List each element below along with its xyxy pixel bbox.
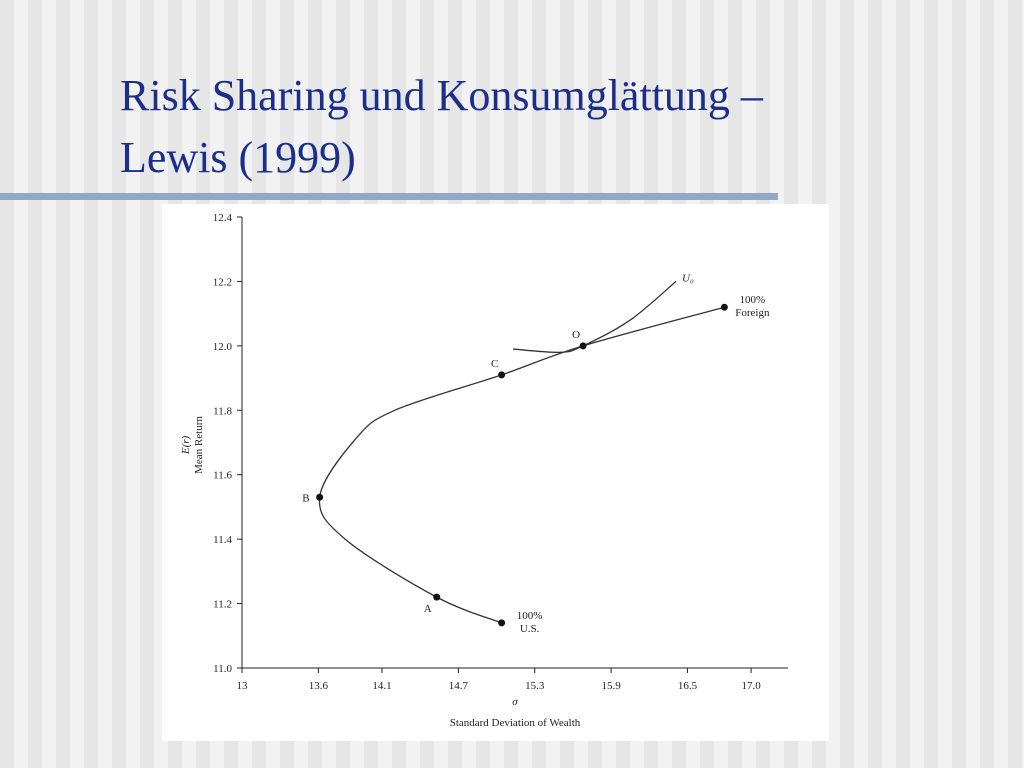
slide-title: Risk Sharing und Konsumglättung – bbox=[120, 71, 764, 120]
chart-area bbox=[162, 204, 829, 741]
title-rule bbox=[0, 193, 778, 200]
y-tick-label: 12.4 bbox=[213, 212, 233, 224]
x-tick-label: 13.6 bbox=[309, 680, 329, 692]
y-tick-label: 12.0 bbox=[213, 341, 233, 353]
y-tick-label: 11.6 bbox=[213, 470, 232, 482]
y-tick-label: 12.2 bbox=[213, 276, 232, 288]
point-label: 100% bbox=[740, 294, 766, 306]
curve-label: U₀ bbox=[682, 272, 694, 284]
y-tick-label: 11.2 bbox=[213, 599, 232, 611]
x-tick-label: 15.3 bbox=[525, 680, 545, 692]
y-axis-label: Mean Return bbox=[193, 416, 205, 474]
y-tick-label: 11.4 bbox=[213, 534, 232, 546]
slide-title: Lewis (1999) bbox=[120, 133, 356, 182]
point bbox=[579, 342, 587, 350]
x-axis-symbol: σ bbox=[512, 696, 518, 708]
x-tick-label: 16.5 bbox=[678, 680, 698, 692]
x-axis-label: Standard Deviation of Wealth bbox=[450, 717, 581, 729]
point bbox=[498, 371, 506, 379]
x-tick-label: 15.9 bbox=[601, 680, 621, 692]
point-label: A bbox=[424, 603, 432, 615]
point-label: O bbox=[572, 329, 580, 341]
point-label: B bbox=[302, 492, 309, 504]
y-tick-label: 11.8 bbox=[213, 405, 232, 417]
x-tick-label: 14.1 bbox=[372, 680, 391, 692]
x-tick-label: 13 bbox=[237, 680, 249, 692]
x-tick-label: 14.7 bbox=[449, 680, 469, 692]
point-label: U.S. bbox=[520, 623, 540, 635]
point bbox=[720, 303, 728, 311]
y-axis-symbol: E(r) bbox=[180, 436, 192, 456]
point-label: Foreign bbox=[735, 307, 770, 319]
point-label: C bbox=[491, 358, 498, 370]
point bbox=[498, 619, 506, 627]
x-tick-label: 17.0 bbox=[741, 680, 761, 692]
point bbox=[316, 493, 324, 501]
point bbox=[433, 593, 441, 601]
point-label: 100% bbox=[517, 610, 543, 622]
y-tick-label: 11.0 bbox=[213, 663, 232, 675]
